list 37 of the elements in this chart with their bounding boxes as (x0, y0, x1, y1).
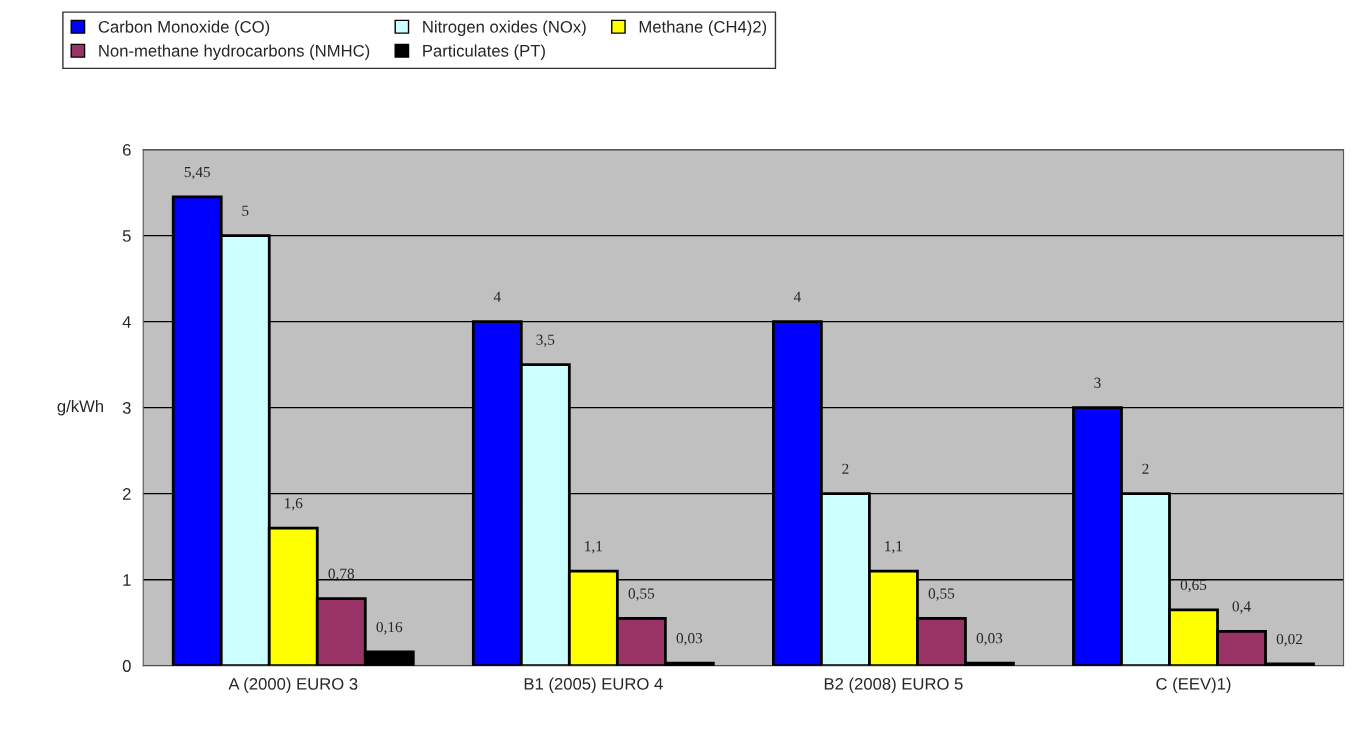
data-label: 0,78 (328, 568, 355, 582)
legend-label: Particulates (PT) (423, 44, 545, 60)
y-axis-title: g/kWh (57, 399, 104, 416)
y-tick-label: 2 (122, 488, 131, 500)
legend-label: Nitrogen oxides (NOx) (423, 20, 586, 37)
data-label: 3,5 (536, 334, 555, 348)
data-label: 4 (493, 291, 501, 302)
y-tick-label: 0 (122, 660, 131, 672)
data-label: 0,16 (376, 621, 403, 635)
data-label: 0,65 (1180, 579, 1207, 593)
data-label: 4 (793, 291, 801, 302)
data-label: 0,55 (928, 588, 955, 601)
x-tick-label: C (EEV)1) (1156, 677, 1231, 694)
legend-label: Methane (CH4)2) (639, 20, 767, 37)
data-label: 5 (242, 205, 249, 216)
data-label: 3 (1094, 377, 1101, 388)
y-tick-label: 5 (122, 230, 131, 242)
x-tick-label: B2 (2008) EURO 5 (824, 677, 963, 694)
y-tick-label: 4 (122, 316, 131, 328)
data-label: 5,45 (184, 166, 211, 180)
data-label: 0,55 (628, 588, 655, 601)
data-label: 2 (842, 463, 849, 474)
data-label: 0,03 (976, 633, 1003, 646)
data-label: 1,1 (885, 541, 903, 554)
data-label: 0,03 (676, 633, 703, 646)
data-label: 0,02 (1276, 633, 1303, 647)
y-tick-label: 1 (123, 574, 131, 586)
x-tick-label: B1 (2005) EURO 4 (524, 677, 663, 694)
legend-label: Carbon Monoxide (CO) (98, 20, 270, 37)
x-tick-label: A (2000) EURO 3 (228, 677, 358, 694)
y-tick-label: 3 (122, 402, 131, 414)
data-label: 2 (1142, 463, 1149, 474)
legend-label: Non-methane hydrocarbons (NMHC) (99, 44, 370, 60)
data-label: 0,4 (1232, 601, 1251, 614)
data-label: 1,6 (285, 498, 303, 511)
data-label: 1,1 (585, 541, 602, 554)
y-tick-label: 6 (122, 144, 131, 156)
